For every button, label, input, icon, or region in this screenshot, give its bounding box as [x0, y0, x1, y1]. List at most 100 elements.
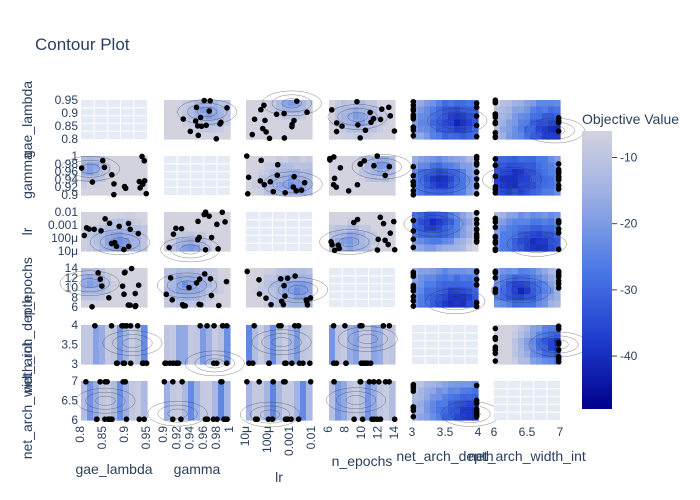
contour-cell: [288, 113, 295, 121]
contour-cell: [81, 281, 88, 289]
contour-cell: [506, 325, 513, 333]
contour-cell: [105, 357, 112, 365]
contour-cell: [105, 274, 112, 282]
subplot-net_arch_width_int-vs-gamma: [147, 378, 231, 427]
sample-point: [410, 172, 417, 179]
contour-cell: [524, 188, 531, 196]
sample-point: [270, 378, 276, 385]
contour-cell: [99, 169, 106, 177]
contour-cell: [111, 351, 118, 359]
contour-cell: [288, 287, 295, 295]
sample-point: [215, 302, 222, 309]
contour-cell: [448, 106, 455, 114]
contour-cell: [93, 244, 100, 252]
contour-cell: [282, 156, 289, 164]
contour-cell: [306, 325, 313, 333]
contour-cell: [542, 351, 549, 359]
contour-cell: [252, 119, 259, 127]
contour-cell: [81, 287, 88, 295]
sample-point: [303, 297, 310, 303]
contour-cell: [335, 156, 342, 164]
contour-cell: [182, 331, 189, 339]
contour-cell: [377, 387, 384, 395]
contour-cell: [123, 281, 130, 289]
sample-point: [219, 209, 226, 216]
contour-cell: [164, 413, 171, 421]
contour-cell: [466, 225, 473, 233]
sample-point: [555, 347, 562, 353]
contour-cell: [206, 119, 213, 127]
contour-line: [506, 231, 567, 257]
contour-cell: [246, 119, 253, 127]
sample-point: [492, 183, 499, 190]
contour-cell: [270, 287, 277, 295]
contour-cell: [335, 325, 342, 333]
contour-cell: [87, 413, 94, 421]
sample-point: [331, 175, 338, 182]
contour-cell: [536, 287, 543, 295]
contour-cell: [270, 175, 277, 183]
contour-line: [510, 285, 532, 296]
subplot-net_arch_depth-vs-gae_lambda: [81, 322, 163, 367]
contour-cell: [365, 175, 372, 183]
contour-cell: [548, 287, 555, 295]
contour-cell: [460, 106, 467, 114]
sample-point: [101, 164, 108, 171]
contour-cell: [176, 287, 183, 295]
contour-cell: [81, 407, 88, 415]
x-axis-label: net_arch_depth: [396, 448, 493, 464]
contour-cell: [512, 338, 519, 346]
contour-cell: [252, 357, 259, 365]
contour-cell: [530, 188, 537, 196]
contour-cell: [188, 357, 195, 365]
contour-cell: [182, 394, 189, 402]
contour-cell: [246, 182, 253, 190]
sample-point: [492, 334, 499, 341]
contour-cell: [176, 381, 183, 389]
contour-cell: [87, 287, 94, 295]
contour-cell: [548, 188, 555, 196]
sample-point: [105, 416, 111, 423]
contour-cell: [129, 381, 136, 389]
contour-cell: [548, 126, 555, 134]
contour-cell: [141, 387, 148, 395]
contour-cell: [258, 100, 265, 108]
contour-cell: [264, 188, 271, 196]
subplot-gamma-vs-lr: [243, 153, 323, 197]
sample-point: [250, 360, 256, 367]
sample-point: [137, 185, 143, 191]
contour-cell: [389, 325, 396, 333]
contour-cell: [542, 338, 549, 346]
contour-cell: [87, 325, 94, 333]
contour-cell: [206, 357, 213, 365]
subplot-gae_lambda-vs-gae_lambda: [81, 100, 147, 139]
sample-point: [328, 238, 334, 245]
contour-cell: [135, 294, 142, 302]
y-tick-label: 0.95: [55, 93, 79, 107]
contour-cell: [359, 387, 366, 395]
contour-cell: [258, 182, 265, 190]
contour-cell: [164, 400, 171, 408]
contour-cell: [93, 331, 100, 339]
contour-cell: [418, 156, 425, 164]
contour-cell: [377, 351, 384, 359]
contour-cell: [347, 325, 354, 333]
contour-cell: [506, 132, 513, 140]
sample-point: [555, 128, 562, 134]
contour-cell: [105, 394, 112, 402]
sample-point: [179, 301, 186, 308]
contour-cell: [518, 126, 525, 134]
contour-cell: [194, 268, 201, 276]
contour-cell: [252, 274, 259, 282]
contour-cell: [542, 281, 549, 289]
contour-cell: [389, 225, 396, 233]
contour-cell: [512, 169, 519, 177]
contour-cell: [353, 212, 360, 220]
contour-cell: [212, 268, 219, 276]
contour-cell: [288, 394, 295, 402]
contour-cell: [111, 338, 118, 346]
contour-cell: [264, 100, 271, 108]
contour-cell: [536, 294, 543, 302]
contour-cell: [105, 212, 112, 220]
contour-cell: [288, 169, 295, 177]
